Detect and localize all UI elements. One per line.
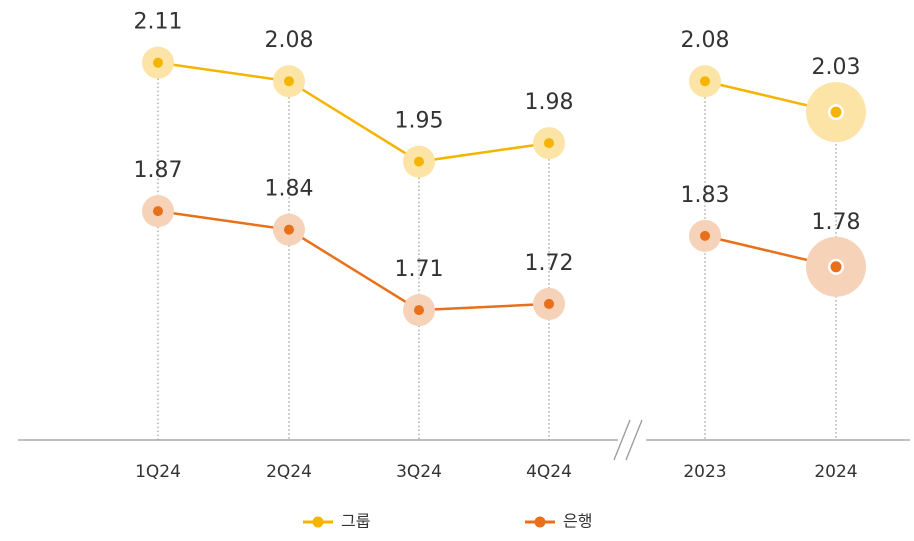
data-label: 1.83 [681,183,730,208]
legend-swatch-dot [312,516,324,528]
point [284,224,294,235]
x-tick-label: 2023 [683,462,726,482]
x-tick-label: 1Q24 [135,462,181,482]
data-label: 1.95 [395,109,444,134]
data-label: 1.84 [265,177,314,202]
point [830,106,842,118]
data-label: 1.98 [525,90,574,115]
series-line [157,61,550,163]
legend-label: 은행 [563,512,592,531]
legend-label: 그룹 [341,512,370,531]
data-label: 1.71 [395,257,444,282]
x-tick-label: 4Q24 [526,462,572,482]
data-label: 1.78 [812,210,861,235]
point [544,138,554,149]
point [284,76,294,87]
data-label: 2.11 [134,10,183,35]
legend-item: 은행 [525,512,592,531]
data-label: 2.08 [681,28,730,53]
data-label: 1.87 [134,158,183,183]
x-tick-label: 2024 [814,462,857,482]
axis-break-mark [625,419,643,461]
point [414,305,424,316]
point [153,57,163,68]
point [700,230,710,241]
legend-swatch-dot [534,516,546,528]
point [544,298,554,309]
point [830,261,842,273]
data-label: 1.72 [525,251,574,276]
series-line [157,209,550,312]
point [700,76,710,87]
legend-item: 그룹 [303,512,370,531]
axis-break-mark [613,419,631,461]
x-tick-label: 2Q24 [266,462,312,482]
x-tick-label: 3Q24 [396,462,442,482]
data-label: 2.08 [265,28,314,53]
data-label: 2.03 [812,55,861,80]
point [414,156,424,167]
point [153,206,163,217]
